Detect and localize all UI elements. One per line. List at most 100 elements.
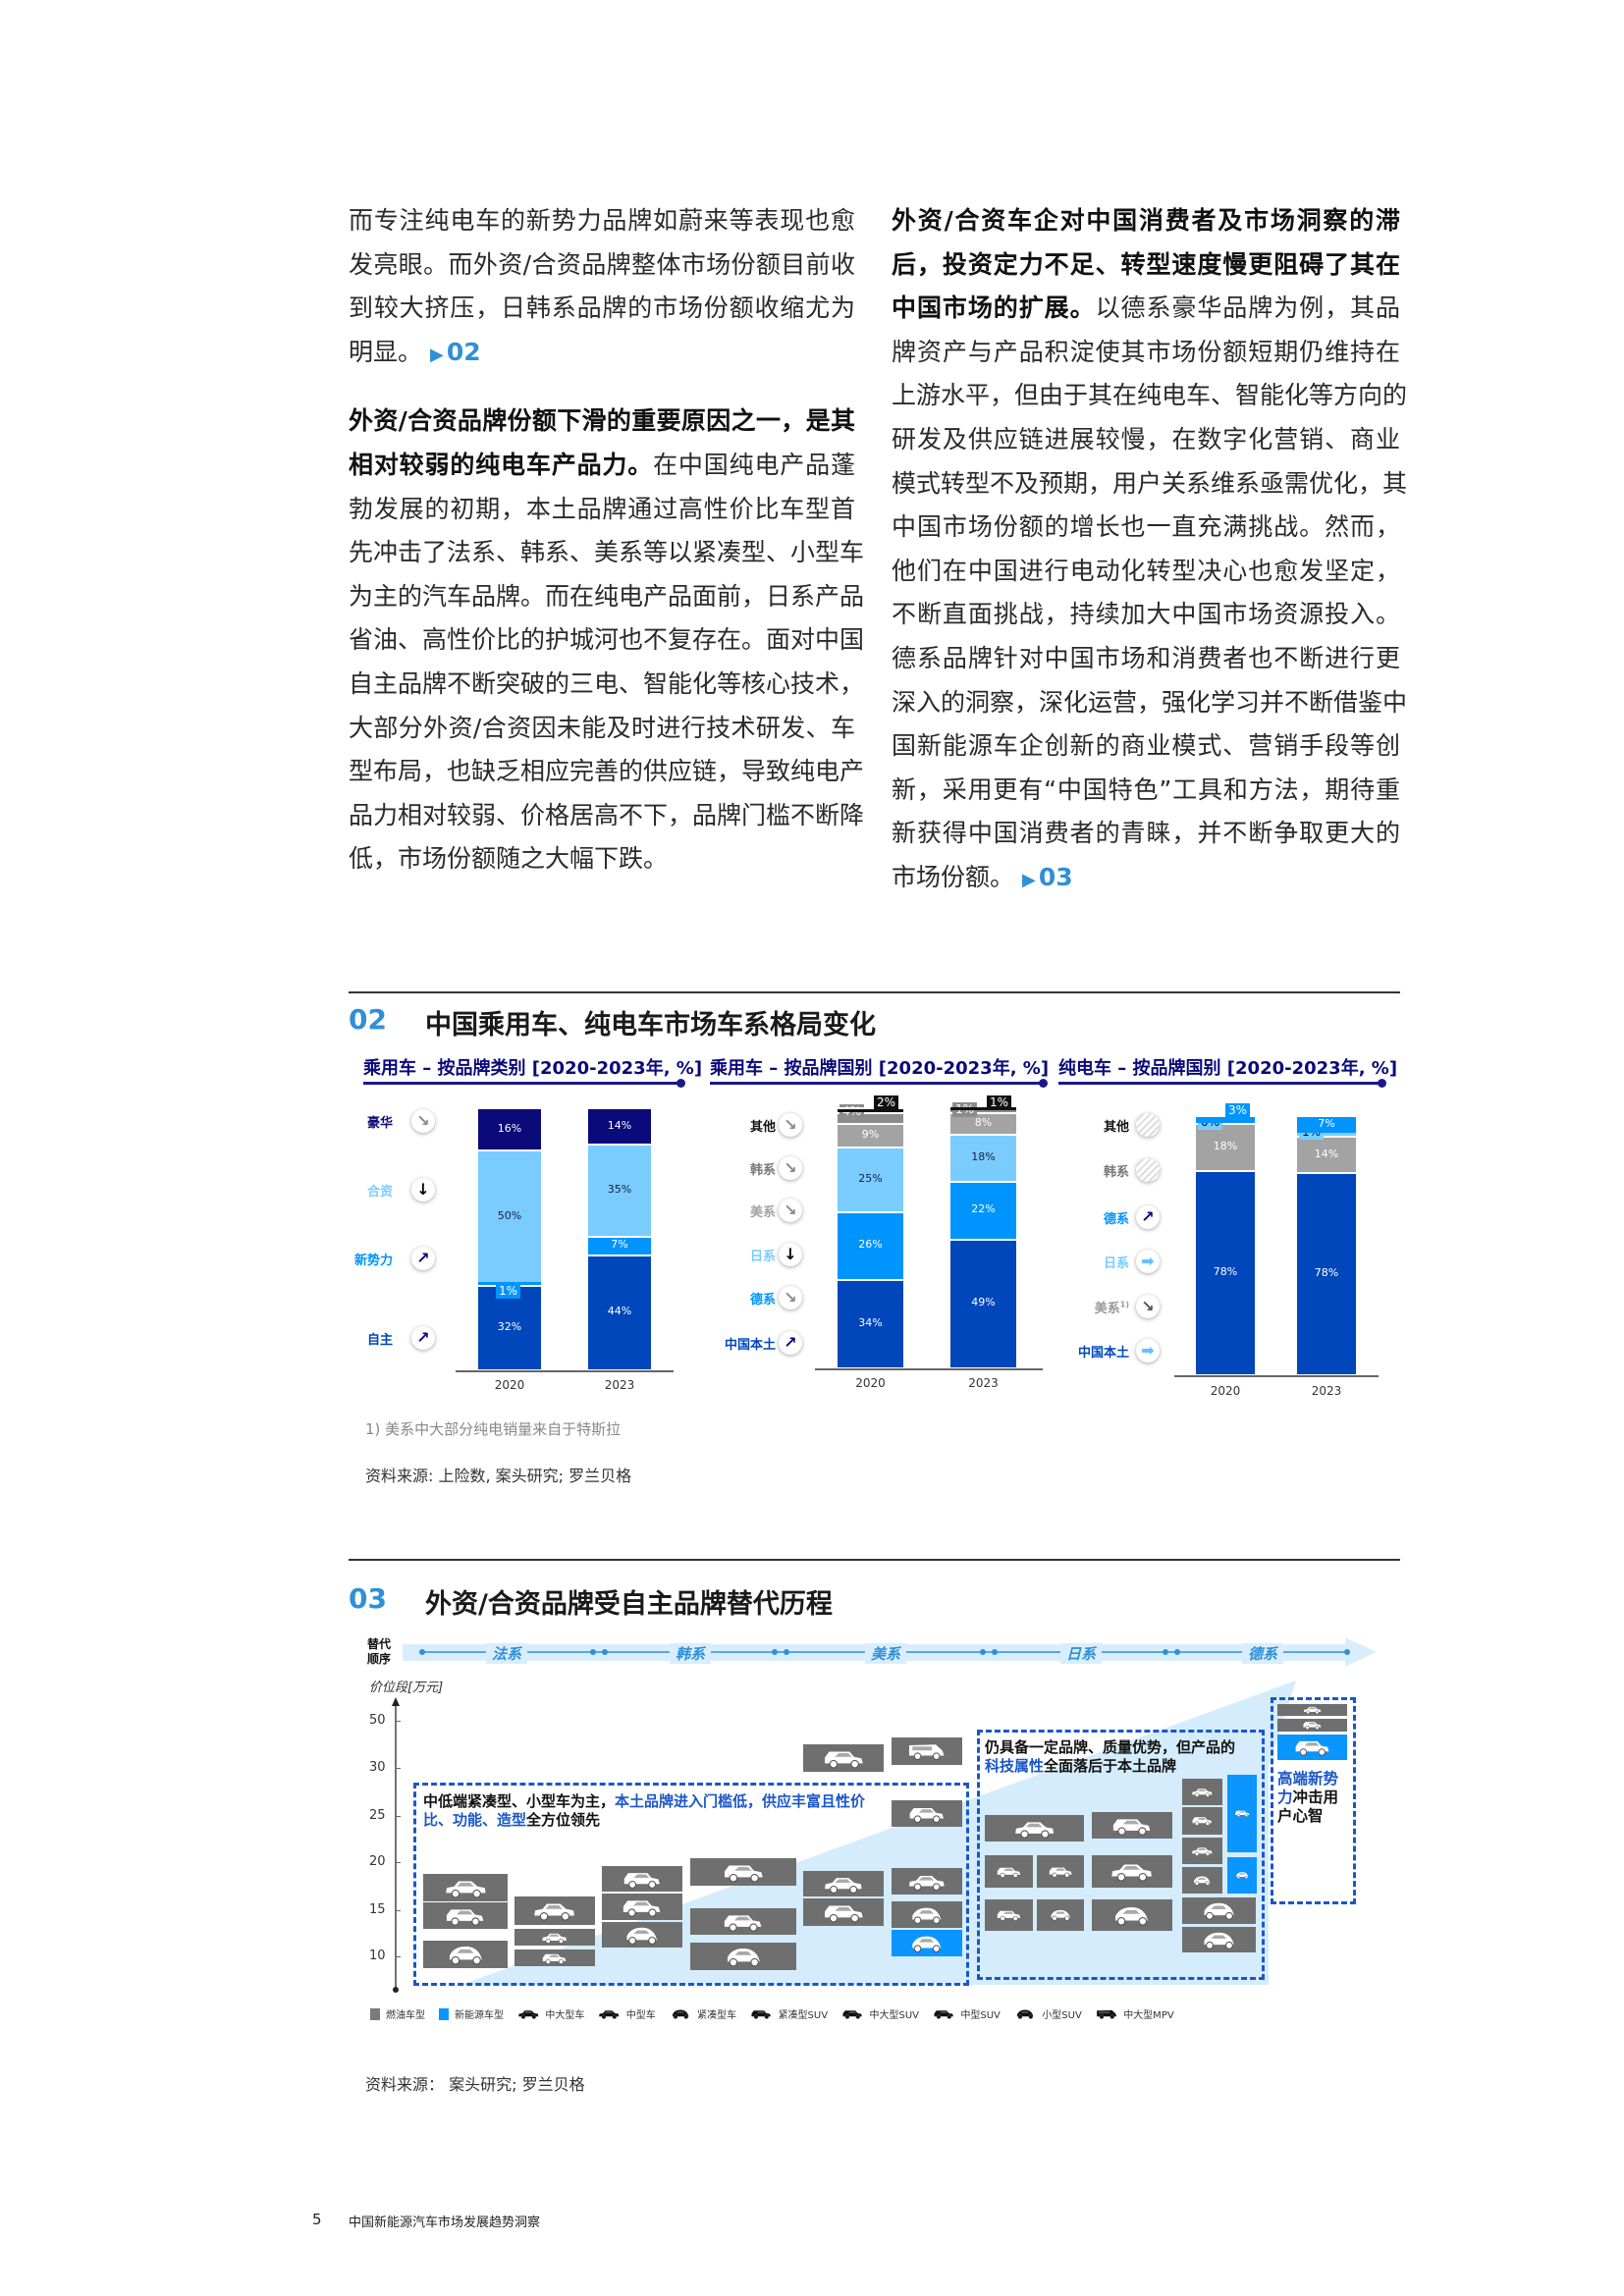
y-tick-label: 30: [369, 1760, 386, 1775]
figure-reference-number: 02: [446, 337, 481, 366]
bar-segment: [838, 1107, 903, 1113]
large-suv-icon: [841, 2008, 863, 2019]
paragraph-line: 他们在中国进行电动化转型决心也愈发坚定，: [892, 550, 1400, 594]
ice-model-tile: [1092, 1855, 1172, 1888]
price-axis-label: 价位段[万元]: [369, 1681, 444, 1695]
car-icon: [823, 1874, 864, 1895]
bar-value-label: 26: [838, 1238, 903, 1251]
figure-reference-link[interactable]: ▶ 02: [430, 338, 481, 366]
car-icon: [541, 1951, 568, 1965]
y-tick-mark: [396, 1768, 401, 1769]
paragraph-line: 发亮眼。而外资/合资品牌整体市场份额目前收: [349, 243, 855, 288]
ice-model-tile: [1037, 1855, 1084, 1888]
car-icon: [444, 1877, 488, 1898]
paragraph-line: 德系品牌针对中国市场和消费者也不断进行更: [892, 637, 1400, 681]
box-text: 冲击用户心智: [1277, 1789, 1339, 1825]
bar-value-label: 78: [1196, 1265, 1255, 1278]
legend-label: 中大型SUV: [869, 2010, 919, 2021]
series-label: 美系: [750, 1201, 776, 1220]
car-icon: [722, 1946, 766, 1967]
trend-down-right-arrow-icon: ↘: [1136, 1295, 1160, 1318]
body-text: 品力相对较弱、价格居高不下，品牌门槛不断降: [349, 800, 865, 829]
bold-text: 中国市场的扩展。: [892, 294, 1096, 323]
legend-item: 小型SUV: [1014, 2006, 1082, 2021]
figure-reference-link[interactable]: ▶ 03: [1022, 863, 1073, 891]
ice-model-tile: [985, 1855, 1033, 1888]
paragraph-line: 型布局，也缺乏相应完善的供应链，导致纯电产: [349, 750, 864, 794]
car-icon: [1048, 1865, 1073, 1878]
series-label: 其他: [750, 1116, 776, 1135]
y-tick-mark: [396, 1956, 401, 1957]
play-arrow-icon: ▶: [1022, 869, 1036, 890]
legend-label: 新能源车型: [455, 2010, 504, 2021]
paragraph-line: 国新能源车企创新的商业模式、营销手段等创: [892, 724, 1400, 769]
legend-label: 小型SUV: [1042, 2010, 1082, 2021]
x-axis: [456, 1370, 674, 1372]
ice-model-tile: [602, 1894, 682, 1920]
chart-title: 乘用车 – 按品牌类别 [2020-2023年, %]: [363, 1058, 703, 1079]
y-axis-arrow: [392, 1697, 400, 1706]
series-label: 德系: [1104, 1208, 1129, 1227]
legend-item: 紧凑型车: [670, 2006, 736, 2021]
x-axis: [1174, 1375, 1379, 1377]
ice-model-tile: [803, 1744, 884, 1772]
body-text: 而专注纯电车的新势力品牌如蔚来等表现也愈: [349, 206, 855, 235]
nev-model-tile: [1227, 1857, 1257, 1894]
ice-model-tile: [1277, 1704, 1347, 1716]
paragraph-line: 外资/合资品牌份额下滑的重要原因之一，是其: [349, 400, 855, 444]
box-text: 全方位领先: [526, 1811, 601, 1829]
paragraph-line: 相对较弱的纯电车产品力。在中国纯电产品蓬: [349, 444, 855, 488]
series-label: 自主: [367, 1329, 393, 1348]
car-icon: [1013, 1818, 1056, 1840]
bar-value-label: 49: [950, 1296, 1016, 1308]
ice-model-tile: [423, 1902, 508, 1929]
car-icon: [1302, 1720, 1323, 1731]
bar-value-label: 9: [838, 1128, 903, 1141]
trend-down-right-arrow-icon: ↘: [779, 1156, 802, 1180]
ice-model-tile: [514, 1929, 595, 1946]
ice-model-tile: [690, 1858, 796, 1886]
nev-model-tile: [892, 1930, 962, 1956]
trend-down-arrow-icon: ↓: [411, 1178, 435, 1201]
y-tick-mark: [396, 1816, 401, 1817]
trend-up-right-arrow-icon: ↗: [779, 1331, 802, 1355]
section-03-rule: [349, 1559, 1400, 1561]
bar-value-label: 18: [1196, 1140, 1255, 1152]
car-icon: [907, 1872, 947, 1892]
ice-model-tile: [985, 1899, 1033, 1931]
paragraph-line: 模式转型不及预期，用户关系维系亟需优化，其: [892, 462, 1407, 507]
legend-item: 中型车: [598, 2006, 656, 2021]
series-label: 豪华: [367, 1112, 393, 1131]
y-tick-mark: [396, 1862, 401, 1863]
bar-value-label: 16: [478, 1122, 541, 1135]
ice-model-tile: [892, 1868, 962, 1895]
series-label: 中国本土: [1078, 1342, 1129, 1361]
body-text: 研发及供应链进展较慢，在数字化营销、商业: [892, 424, 1400, 454]
paragraph-line: 省油、高性价比的护城河也不复存在。面对中国: [349, 618, 864, 663]
body-text: 型布局，也缺乏相应完善的供应链，导致纯电产: [349, 757, 865, 786]
car-icon: [907, 1804, 947, 1824]
ice-model-tile: [1037, 1899, 1084, 1931]
car-icon: [621, 1896, 663, 1918]
trend-down-right-arrow-icon: ↘: [779, 1286, 802, 1309]
figure-reference-number: 03: [1038, 862, 1073, 891]
series-name: 其他: [749, 1120, 776, 1135]
footer-title: 中国新能源汽车市场发展趋势洞察: [349, 2216, 541, 2230]
body-text: 他们在中国进行电动化转型决心也愈发坚定，: [892, 556, 1400, 585]
chart-source: 资料来源: 上险数, 案头研究; 罗兰贝格: [365, 1467, 632, 1485]
y-tick-label: 20: [369, 1854, 386, 1869]
car-icon: [1110, 1815, 1153, 1837]
car-icon: [1110, 1860, 1154, 1883]
paragraph-line: 低，市场份额随之大幅下跌。: [349, 837, 855, 881]
sequence-label: 法系: [486, 1643, 528, 1664]
series-name: 中国本土: [724, 1338, 776, 1353]
section-02-rule: [349, 991, 1400, 993]
y-tick-label: 15: [369, 1902, 386, 1917]
legend-label: 中大型车: [545, 2010, 585, 2021]
ice-model-tile: [514, 1949, 595, 1966]
series-name: 美系: [1094, 1302, 1120, 1316]
x-tick-label: 2023: [604, 1378, 635, 1392]
car-icon: [532, 1899, 576, 1922]
car-icon: [541, 1931, 568, 1945]
section-02-title: 中国乘用车、纯电车市场车系格局变化: [425, 1010, 876, 1041]
